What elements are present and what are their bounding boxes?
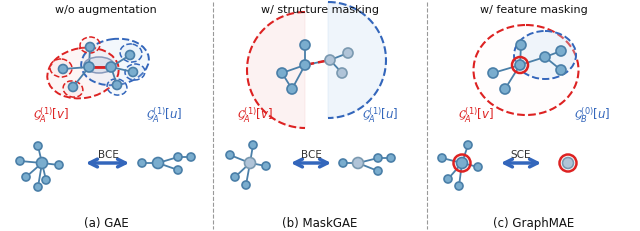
Text: BCE: BCE: [301, 150, 321, 160]
Circle shape: [36, 158, 47, 168]
Circle shape: [187, 153, 195, 161]
Circle shape: [488, 68, 498, 78]
Circle shape: [515, 60, 525, 70]
Text: $\mathcal{G}_A^{(1)}[v]$: $\mathcal{G}_A^{(1)}[v]$: [33, 105, 69, 125]
Circle shape: [556, 65, 566, 75]
Circle shape: [34, 183, 42, 191]
Circle shape: [300, 40, 310, 50]
Text: $\mathcal{G}_A^{(1)}[u]$: $\mathcal{G}_A^{(1)}[u]$: [362, 105, 398, 125]
Circle shape: [174, 166, 182, 174]
Text: $\mathcal{G}_A^{(1)}[v]$: $\mathcal{G}_A^{(1)}[v]$: [458, 105, 494, 125]
Circle shape: [337, 68, 347, 78]
Circle shape: [563, 158, 573, 168]
Text: $\mathcal{G}_A^{(1)}[u]$: $\mathcal{G}_A^{(1)}[u]$: [146, 105, 182, 125]
Circle shape: [374, 167, 382, 175]
Text: $\mathcal{G}_B^{(0)}[u]$: $\mathcal{G}_B^{(0)}[u]$: [573, 105, 611, 125]
Circle shape: [374, 154, 382, 162]
Circle shape: [242, 181, 250, 189]
Circle shape: [540, 52, 550, 62]
Circle shape: [249, 141, 257, 149]
Circle shape: [438, 154, 446, 162]
Circle shape: [343, 48, 353, 58]
Circle shape: [474, 163, 482, 171]
Circle shape: [113, 80, 122, 89]
Circle shape: [106, 62, 116, 72]
Circle shape: [129, 67, 138, 76]
Circle shape: [231, 173, 239, 181]
Ellipse shape: [514, 31, 576, 79]
Circle shape: [464, 141, 472, 149]
Circle shape: [339, 159, 347, 167]
Text: (a) GAE: (a) GAE: [84, 218, 129, 231]
Circle shape: [456, 158, 467, 168]
Circle shape: [42, 176, 50, 184]
Ellipse shape: [63, 81, 83, 97]
Circle shape: [244, 158, 255, 168]
Text: w/o augmentation: w/o augmentation: [55, 5, 157, 15]
Circle shape: [516, 40, 526, 50]
Text: w/ structure masking: w/ structure masking: [261, 5, 379, 15]
Ellipse shape: [80, 37, 100, 53]
Circle shape: [226, 151, 234, 159]
Circle shape: [444, 175, 452, 183]
Circle shape: [174, 153, 182, 161]
Circle shape: [55, 161, 63, 169]
Text: SCE: SCE: [511, 150, 531, 160]
Circle shape: [34, 142, 42, 150]
Circle shape: [300, 60, 310, 70]
Circle shape: [277, 68, 287, 78]
Ellipse shape: [120, 44, 142, 62]
Circle shape: [138, 159, 146, 167]
Ellipse shape: [50, 59, 72, 77]
Circle shape: [125, 51, 134, 60]
Circle shape: [86, 43, 95, 52]
Polygon shape: [247, 12, 305, 128]
Ellipse shape: [474, 25, 579, 115]
Text: (c) GraphMAE: (c) GraphMAE: [493, 218, 575, 231]
Circle shape: [455, 182, 463, 190]
Circle shape: [68, 82, 77, 91]
Circle shape: [353, 158, 364, 168]
Circle shape: [16, 157, 24, 165]
Circle shape: [325, 55, 335, 65]
Ellipse shape: [84, 57, 114, 73]
Circle shape: [262, 162, 270, 170]
Text: w/ feature masking: w/ feature masking: [480, 5, 588, 15]
Text: (b) MaskGAE: (b) MaskGAE: [282, 218, 358, 231]
Ellipse shape: [125, 64, 145, 80]
Ellipse shape: [81, 39, 149, 85]
Circle shape: [84, 62, 94, 72]
Circle shape: [500, 84, 510, 94]
Circle shape: [152, 158, 163, 168]
Circle shape: [387, 154, 395, 162]
Text: BCE: BCE: [97, 150, 118, 160]
Ellipse shape: [107, 79, 127, 95]
Circle shape: [22, 173, 30, 181]
Circle shape: [556, 46, 566, 56]
Circle shape: [58, 64, 67, 73]
Circle shape: [287, 84, 297, 94]
Text: $\mathcal{G}_A^{(1)}[v]$: $\mathcal{G}_A^{(1)}[v]$: [237, 105, 273, 125]
Ellipse shape: [47, 48, 118, 98]
Polygon shape: [328, 2, 386, 118]
